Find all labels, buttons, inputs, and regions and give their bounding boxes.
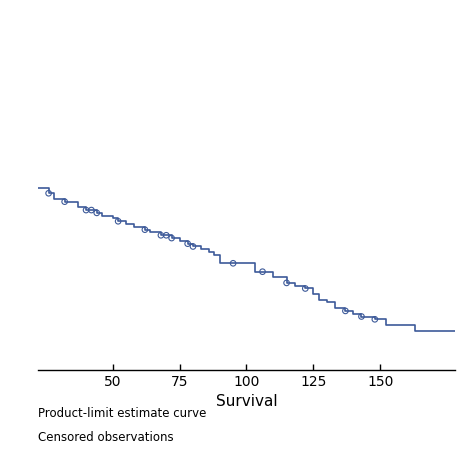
Point: [45, 190, 53, 197]
Text: Product-limit estimate curve: Product-limit estimate curve: [38, 407, 206, 420]
Point: [141, 226, 149, 234]
Point: [157, 231, 164, 239]
Point: [301, 285, 309, 292]
Point: [82, 206, 90, 214]
Point: [342, 307, 349, 315]
Point: [283, 279, 291, 287]
Point: [189, 243, 197, 250]
Point: [88, 206, 95, 214]
Point: [358, 313, 365, 320]
X-axis label: Survival: Survival: [216, 394, 277, 409]
Point: [229, 259, 237, 267]
Point: [259, 268, 266, 275]
Point: [114, 218, 122, 225]
Point: [61, 198, 68, 205]
Point: [163, 231, 170, 239]
Point: [93, 209, 100, 217]
Point: [371, 316, 379, 323]
Text: Censored observations: Censored observations: [38, 431, 173, 444]
Point: [184, 240, 191, 247]
Point: [168, 234, 175, 242]
